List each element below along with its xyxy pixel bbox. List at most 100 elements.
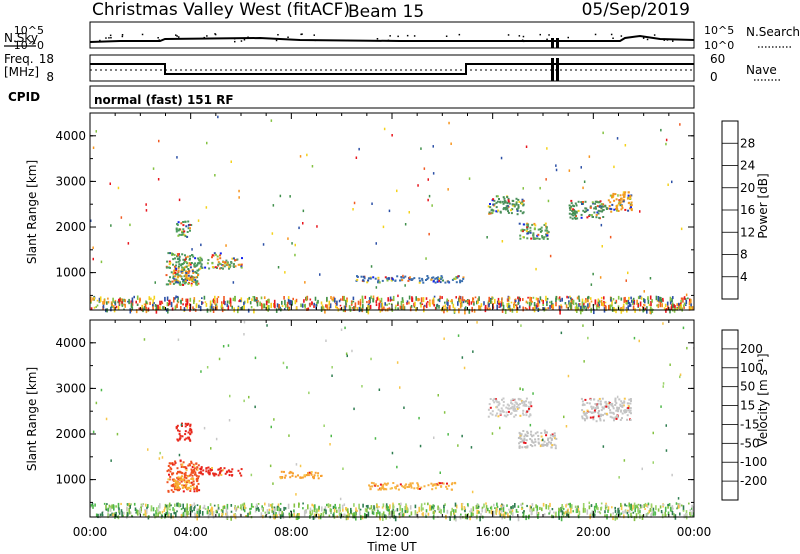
scatter-point bbox=[266, 305, 269, 311]
echo-cell bbox=[505, 207, 507, 209]
scatter-point bbox=[438, 298, 441, 303]
scatter-point bbox=[599, 300, 601, 303]
echo-cell bbox=[382, 483, 385, 486]
scatter-point bbox=[293, 511, 295, 515]
scatter-point bbox=[100, 388, 103, 392]
scatter-point bbox=[206, 510, 209, 515]
scatter-point bbox=[443, 411, 446, 414]
scatter-point bbox=[135, 511, 137, 514]
echo-cell bbox=[512, 204, 515, 207]
echo-cell bbox=[604, 205, 607, 208]
scatter-point bbox=[92, 246, 94, 249]
echo-cell bbox=[169, 252, 171, 255]
scatter-point bbox=[669, 506, 672, 512]
echo-cell bbox=[167, 490, 170, 493]
scatter-point bbox=[293, 513, 295, 517]
echo-cell bbox=[172, 263, 174, 266]
echo-cell bbox=[184, 474, 186, 477]
scatter-point bbox=[543, 513, 546, 516]
scatter-point bbox=[321, 506, 323, 512]
echo-cell bbox=[605, 405, 608, 408]
echo-cell bbox=[589, 205, 592, 208]
scatter-point bbox=[234, 296, 236, 302]
scatter-point bbox=[409, 505, 412, 510]
scatter-point bbox=[141, 503, 144, 508]
scatter-point bbox=[399, 511, 401, 514]
echo-cell bbox=[600, 413, 603, 416]
scatter-point bbox=[95, 306, 97, 308]
echo-cell bbox=[609, 409, 612, 412]
scatter-point bbox=[358, 503, 360, 510]
scatter-point bbox=[444, 301, 446, 304]
scatter-point bbox=[264, 502, 266, 506]
colorbar-tick-label: 4 bbox=[740, 270, 748, 284]
echo-cell bbox=[197, 477, 199, 480]
echo-cell bbox=[589, 416, 592, 419]
echo-cell bbox=[181, 422, 183, 425]
echo-cell bbox=[591, 407, 593, 410]
echo-cell bbox=[507, 211, 510, 214]
scatter-point bbox=[221, 510, 224, 514]
scatter-point bbox=[165, 512, 168, 516]
scatter-point bbox=[121, 511, 123, 517]
scatter-point bbox=[301, 303, 304, 308]
scatter-point bbox=[400, 512, 402, 518]
echo-cell bbox=[599, 415, 602, 418]
echo-cell bbox=[529, 231, 532, 234]
scatter-point bbox=[268, 511, 270, 514]
scatter-point bbox=[420, 297, 423, 303]
scatter-point bbox=[90, 219, 92, 222]
scatter-point bbox=[468, 303, 470, 306]
scatter-point bbox=[689, 514, 692, 518]
scatter-point bbox=[320, 301, 323, 305]
echo-cell bbox=[501, 398, 503, 401]
scatter-point bbox=[473, 302, 475, 306]
scatter-point bbox=[417, 298, 420, 302]
echo-cell bbox=[413, 277, 416, 280]
scatter-point bbox=[558, 515, 560, 520]
echo-cell bbox=[187, 220, 190, 223]
x-tick-label: 16:00 bbox=[475, 525, 510, 539]
echo-cell bbox=[630, 201, 633, 204]
echo-cell bbox=[201, 473, 204, 476]
echo-cell bbox=[174, 460, 177, 463]
scatter-point bbox=[369, 297, 371, 304]
echo-cell bbox=[195, 264, 198, 267]
scatter-point bbox=[623, 297, 625, 303]
scatter-point bbox=[425, 302, 428, 309]
echo-cell bbox=[540, 435, 543, 438]
scatter-point bbox=[329, 509, 332, 513]
echo-cell bbox=[173, 271, 176, 273]
echo-cell bbox=[498, 198, 500, 200]
scatter-point bbox=[106, 503, 108, 505]
echo-cell bbox=[570, 202, 573, 205]
freq-unit: [MHz] bbox=[4, 65, 39, 79]
echo-cell bbox=[182, 461, 185, 464]
echo-cell bbox=[172, 272, 175, 275]
scatter-point bbox=[229, 298, 232, 304]
echo-cell bbox=[575, 204, 578, 207]
scatter-point bbox=[241, 306, 244, 311]
scatter-point bbox=[240, 505, 243, 511]
echo-cell bbox=[174, 484, 177, 487]
scatter-point bbox=[141, 304, 143, 309]
scatter-point bbox=[378, 388, 381, 391]
scatter-point bbox=[513, 305, 515, 309]
echo-cell bbox=[621, 412, 624, 415]
noise-point bbox=[275, 39, 278, 42]
scatter-point bbox=[324, 308, 326, 314]
scatter-point bbox=[480, 303, 483, 307]
noise-point bbox=[158, 39, 160, 41]
scatter-point bbox=[605, 502, 607, 506]
echo-cell bbox=[510, 412, 513, 415]
echo-cell bbox=[597, 399, 600, 402]
echo-cell bbox=[189, 229, 191, 232]
scatter-point bbox=[234, 505, 236, 509]
scatter-point bbox=[461, 502, 464, 505]
scatter-point bbox=[195, 513, 198, 518]
scatter-point bbox=[276, 505, 279, 512]
scatter-point bbox=[643, 303, 645, 306]
scatter-point bbox=[325, 304, 328, 308]
echo-cell bbox=[190, 462, 193, 465]
scatter-point bbox=[340, 328, 343, 331]
